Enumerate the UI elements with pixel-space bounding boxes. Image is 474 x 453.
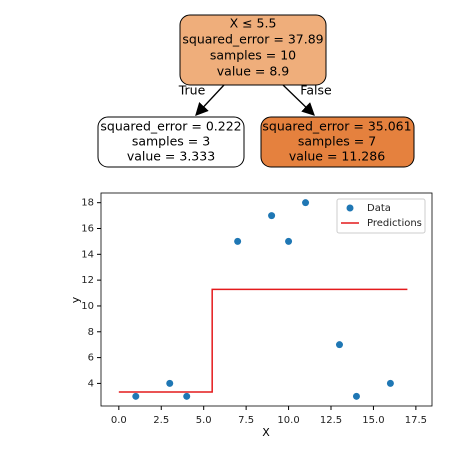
data-point	[132, 392, 140, 400]
node-text: value = 3.333	[127, 149, 215, 164]
x-tick-label: 5.0	[196, 415, 212, 426]
x-axis-label: X	[262, 426, 270, 439]
node-text: squared_error = 0.222	[100, 119, 241, 134]
data-point	[166, 379, 174, 387]
x-tick-label: 10.0	[277, 415, 299, 426]
prediction-line	[118, 288, 408, 393]
tree-node	[260, 116, 415, 168]
x-tick-label: 12.5	[320, 415, 342, 426]
tree-edge	[195, 84, 225, 116]
legend-box	[336, 198, 426, 234]
y-tick-label: 12	[81, 275, 94, 286]
node-text: squared_error = 37.89	[182, 32, 323, 47]
y-tick-label: 16	[81, 224, 94, 235]
data-point	[183, 392, 191, 400]
node-text: samples = 7	[298, 134, 376, 149]
node-text: samples = 10	[210, 48, 296, 63]
tree-node	[97, 116, 245, 168]
data-point	[268, 212, 276, 220]
tree-node	[179, 14, 327, 86]
edge-label: True	[178, 83, 206, 98]
legend-label: Data	[367, 203, 391, 214]
data-point	[335, 341, 343, 349]
y-tick-label: 18	[81, 198, 94, 209]
node-text: value = 8.9	[217, 64, 289, 79]
tree-edge	[282, 84, 315, 116]
node-text: squared_error = 35.061	[262, 119, 411, 134]
x-tick-label: 7.5	[238, 415, 254, 426]
node-text: samples = 3	[132, 134, 210, 149]
data-point	[302, 199, 310, 207]
x-tick-label: 15.0	[362, 415, 384, 426]
data-point	[352, 392, 360, 400]
data-point	[386, 379, 394, 387]
legend-marker	[346, 204, 354, 212]
data-point	[285, 237, 293, 245]
x-tick-label: 0.0	[111, 415, 127, 426]
y-tick-label: 6	[88, 353, 94, 364]
y-tick-label: 8	[88, 327, 94, 338]
y-tick-label: 10	[81, 301, 94, 312]
x-tick-label: 17.5	[405, 415, 427, 426]
legend-label: Predictions	[367, 218, 422, 229]
y-tick-label: 4	[88, 378, 94, 389]
y-axis-label: y	[69, 296, 82, 303]
data-point	[234, 237, 242, 245]
edge-label: False	[300, 83, 332, 98]
node-text: X ≤ 5.5	[230, 16, 277, 31]
node-text: value = 11.286	[289, 149, 385, 164]
x-tick-label: 2.5	[153, 415, 169, 426]
plot-frame	[100, 192, 433, 407]
y-tick-label: 14	[81, 249, 94, 260]
